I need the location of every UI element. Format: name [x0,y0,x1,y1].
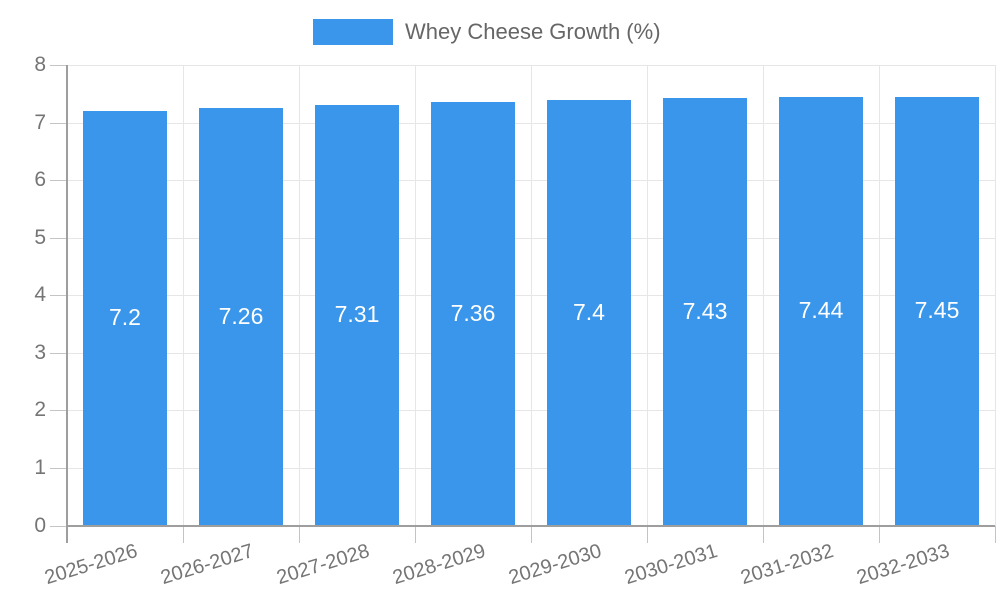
bar-value-label: 7.26 [218,302,264,329]
legend: Whey Cheese Growth (%) [313,19,661,45]
x-axis-tick [995,525,996,543]
bar[interactable] [199,107,283,526]
y-axis-tick-label: 6 [34,168,46,192]
x-axis-tick [879,525,880,543]
bar[interactable] [431,101,515,526]
y-axis-tick [50,410,67,412]
y-axis-tick-label: 1 [34,455,46,479]
x-axis-tick [183,525,184,543]
x-axis-line [67,524,995,527]
gridline-vertical [879,65,880,526]
x-axis-tick-label: 2028-2029 [390,540,489,590]
bar[interactable] [895,96,979,526]
x-axis-tick-label: 2029-2030 [506,540,605,590]
bar[interactable] [315,104,399,526]
x-axis-tick-label: 2026-2027 [158,540,257,590]
gridline-vertical [299,65,300,526]
bar[interactable] [663,97,747,526]
y-axis-tick-label: 2 [34,398,46,422]
y-axis-tick-label: 7 [34,110,46,134]
x-axis-tick [415,525,416,543]
bar-value-label: 7.45 [914,297,960,324]
gridline-vertical [531,65,532,526]
y-axis-tick-label: 5 [34,225,46,249]
x-axis-tick [531,525,532,543]
x-axis-tick-label: 2030-2031 [622,540,721,590]
bar[interactable] [547,99,631,526]
gridline-vertical [763,65,764,526]
y-axis-tick [50,180,67,182]
x-axis-tick-label: 2025-2026 [42,540,141,590]
legend-label: Whey Cheese Growth (%) [405,19,661,44]
bar-value-label: 7.31 [334,301,380,328]
x-axis-tick-label: 2031-2032 [738,540,837,590]
x-axis-tick [299,525,300,543]
bar-value-label: 7.36 [450,299,496,326]
x-axis-tick-label: 2032-2033 [854,540,953,590]
gridline-vertical [183,65,184,526]
x-axis-tick [763,525,764,543]
y-axis-tick [50,237,67,239]
bar-value-label: 7.43 [682,297,728,324]
gridline-vertical [995,65,996,526]
y-axis-tick [50,352,67,354]
bar[interactable] [779,97,863,526]
y-axis-tick-label: 0 [34,513,46,537]
y-axis-tick-label: 3 [34,340,46,364]
y-axis-tick [50,122,67,124]
y-axis-tick-label: 8 [34,53,46,76]
gridline-vertical [647,65,648,526]
y-axis-tick [50,65,67,66]
bar-value-label: 7.4 [573,298,605,325]
y-axis-tick-label: 4 [34,283,46,307]
y-axis-tick [50,525,67,527]
bar[interactable] [83,111,167,526]
y-axis-tick [50,295,67,297]
x-axis-tick-label: 2027-2028 [274,540,373,590]
legend-swatch [313,19,393,45]
bar-value-label: 7.44 [798,297,844,324]
y-axis-line [66,65,68,543]
gridline-vertical [415,65,416,526]
bar-value-label: 7.2 [109,304,141,331]
y-axis-tick [50,467,67,469]
x-axis-tick [647,525,648,543]
